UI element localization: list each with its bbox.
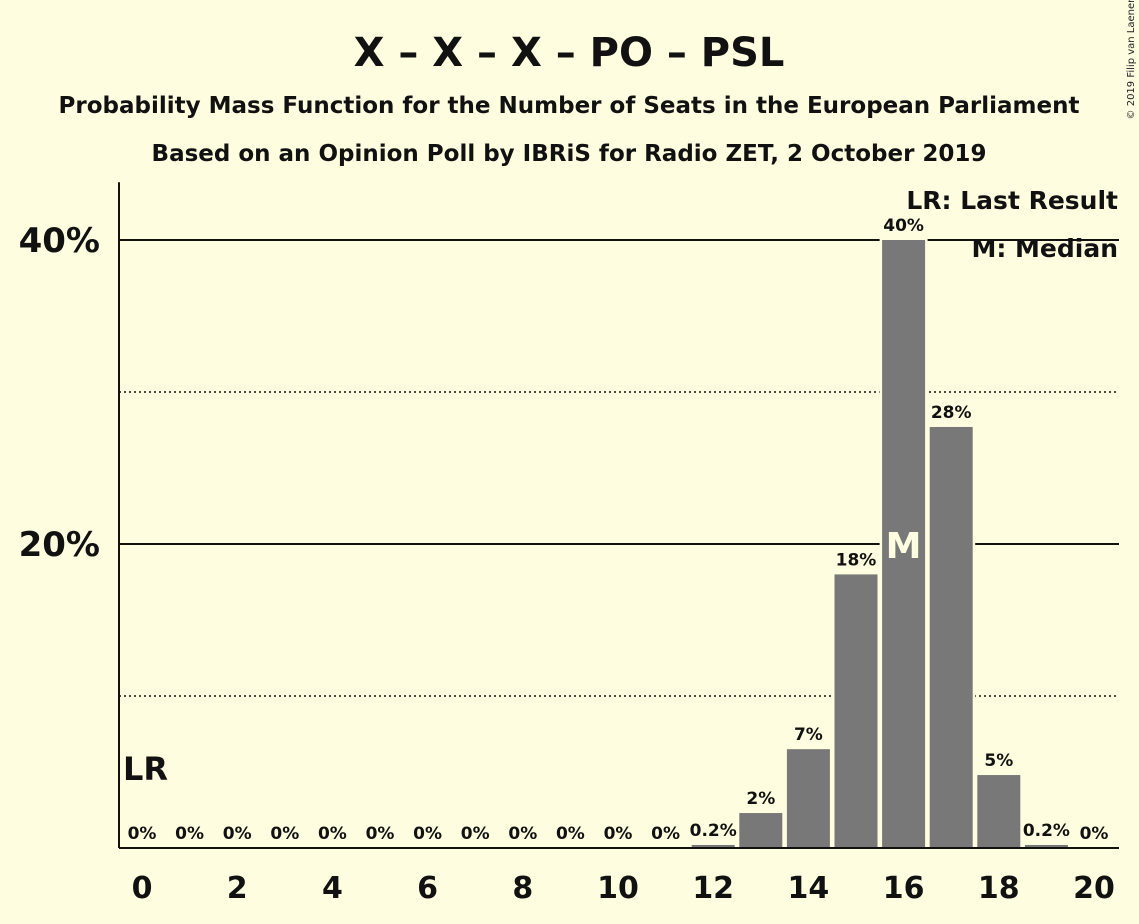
copyright-notice: © 2019 Filip van Laenen <box>1126 0 1137 119</box>
bar-value-label: 7% <box>794 725 823 745</box>
bar-value-label: 0% <box>128 824 157 844</box>
bar-value-label: 0% <box>223 824 252 844</box>
x-tick-label: 14 <box>788 871 830 906</box>
legend-median: M: Median <box>971 234 1118 263</box>
legend-last-result: LR: Last Result <box>906 186 1118 215</box>
bar-value-label: 0% <box>508 824 537 844</box>
bar-value-label: 0% <box>270 824 299 844</box>
x-tick-label: 18 <box>978 871 1020 906</box>
bar-value-label: 5% <box>984 751 1013 771</box>
chart-subtitle-line-1: Probability Mass Function for the Number… <box>59 93 1080 119</box>
bar <box>691 844 735 848</box>
bar-value-label: 0% <box>604 824 633 844</box>
bar <box>834 574 878 848</box>
bar-value-label: 0% <box>651 824 680 844</box>
bar-value-labels: 0% 0% 0% 0% 0% 0% 0% 0% 0% 0% 0% 0% 0.2% 2% 7% 18% 40% 28… <box>123 216 1108 844</box>
bar-value-label: 0.2% <box>1023 821 1070 841</box>
median-marker: M <box>886 526 922 567</box>
bar-value-label: 0.2% <box>690 821 737 841</box>
chart-title: X – X – X – PO – PSL <box>354 30 785 76</box>
x-tick-label: 4 <box>322 871 343 906</box>
x-tick-label: 16 <box>883 871 925 906</box>
x-tick-label: 0 <box>132 871 153 906</box>
bar <box>977 775 1021 848</box>
bar-value-label: 0% <box>175 824 204 844</box>
bar <box>786 749 830 848</box>
x-tick-labels: 0 2 4 6 8 10 12 14 16 18 20 <box>132 871 1115 906</box>
bar-value-label: 28% <box>931 403 972 423</box>
bar-value-label: 0% <box>556 824 585 844</box>
last-result-marker: LR <box>123 750 168 788</box>
x-tick-label: 8 <box>512 871 533 906</box>
bars <box>689 237 1071 848</box>
bar-value-label: 2% <box>746 789 775 809</box>
x-tick-label: 20 <box>1073 871 1115 906</box>
x-tick-label: 2 <box>227 871 248 906</box>
bar-value-label: 0% <box>318 824 347 844</box>
bar-value-label: 0% <box>461 824 490 844</box>
chart-subtitle-line-2: Based on an Opinion Poll by IBRiS for Ra… <box>152 141 987 167</box>
bar-value-label: 0% <box>1080 824 1109 844</box>
x-tick-label: 10 <box>597 871 639 906</box>
x-tick-label: 6 <box>417 871 438 906</box>
x-tick-label: 12 <box>692 871 734 906</box>
y-tick-label: 20% <box>19 525 100 565</box>
bar-value-label: 0% <box>366 824 395 844</box>
bar <box>929 426 973 848</box>
axes <box>118 182 1119 849</box>
bar-value-label: 0% <box>413 824 442 844</box>
bar <box>739 813 783 848</box>
bar <box>1024 844 1068 848</box>
y-tick-label: 40% <box>19 221 100 261</box>
bar <box>882 240 926 848</box>
y-tick-labels: 20% 40% <box>19 221 100 565</box>
bar-value-label: 18% <box>836 550 877 570</box>
bar-value-label: 40% <box>883 216 924 236</box>
